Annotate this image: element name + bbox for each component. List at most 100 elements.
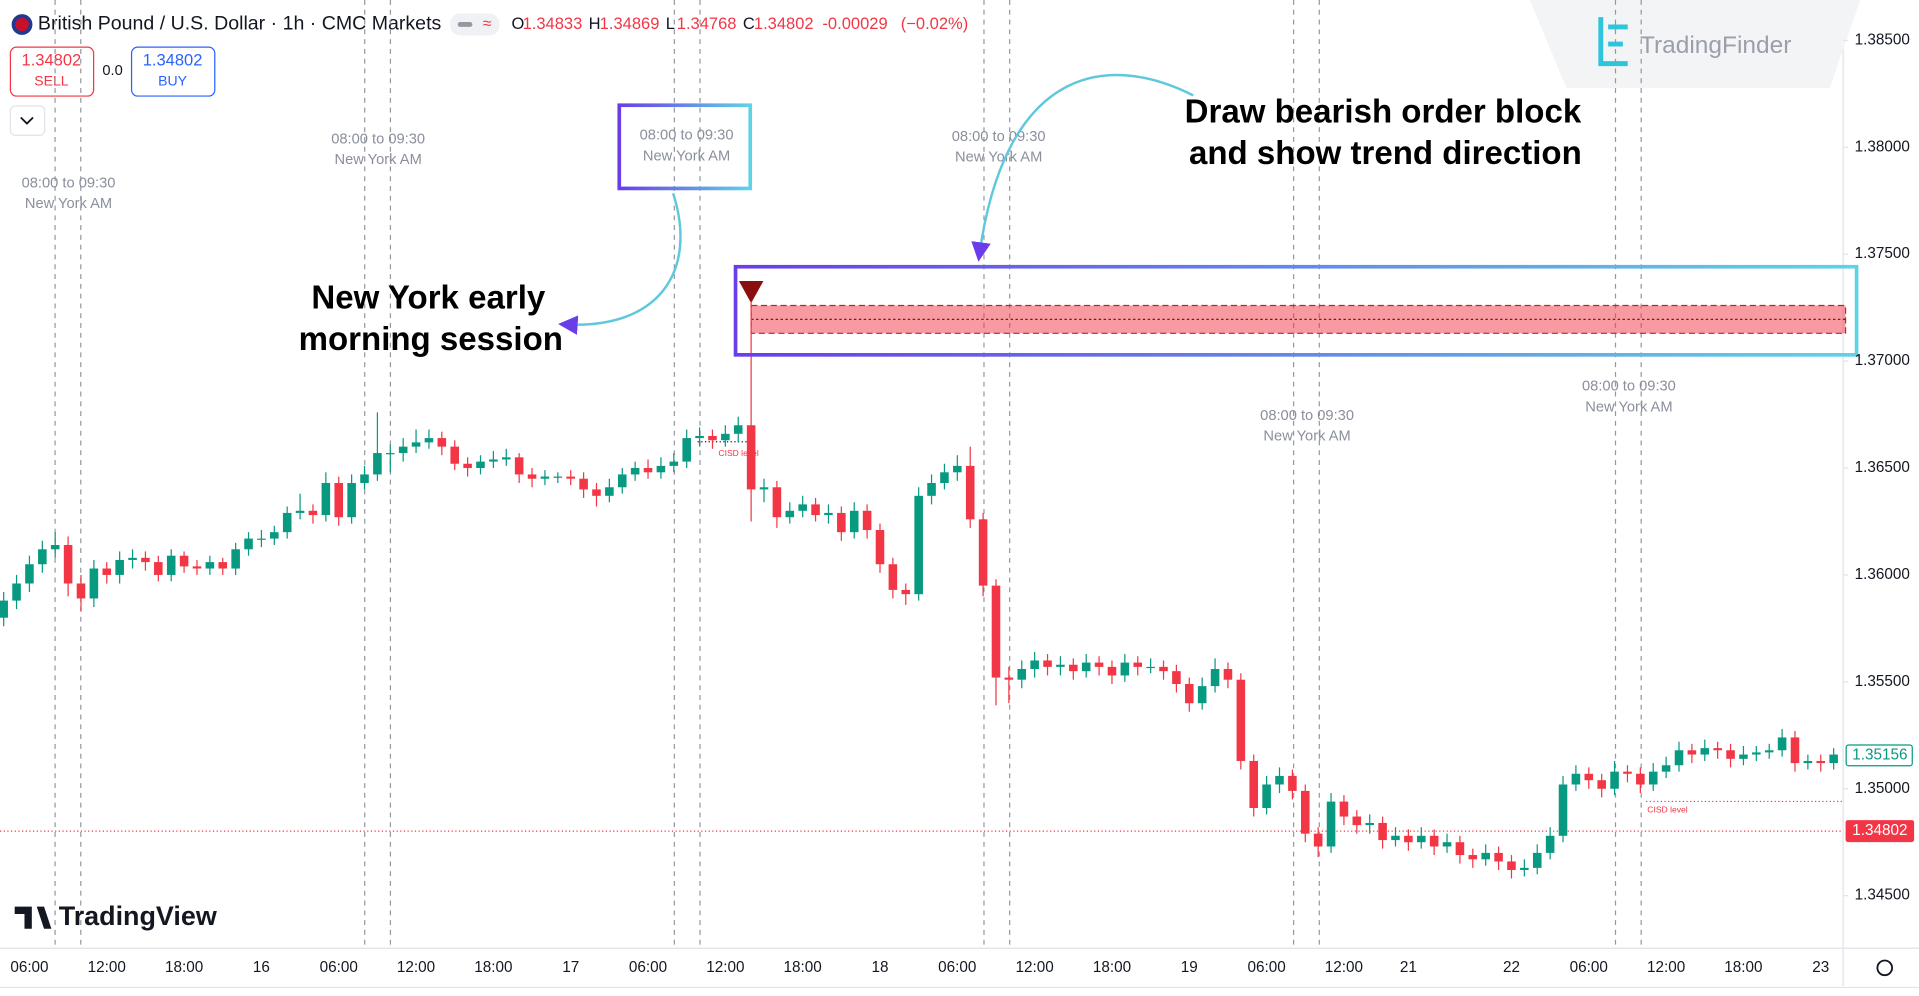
current-price-tag [1845,820,1915,843]
candle-body [1275,775,1284,785]
candle-body [0,600,8,618]
candle-body [128,557,137,560]
session-name: New York AM [1585,399,1672,415]
candle-body [1236,679,1246,761]
candle-body [759,487,769,490]
candle-body [437,438,447,447]
candle-body [141,557,150,563]
candle-body [1661,765,1671,772]
candle-body [1416,835,1426,843]
candle-body [1532,852,1542,868]
candle-body [76,583,86,599]
session-highlight [617,103,753,191]
session-time: 08:00 to 09:30 [640,128,734,144]
header-toggles[interactable] [450,13,500,36]
x-tick-label: 17 [562,959,579,976]
watermark-logo [14,906,52,929]
candle-body [231,549,240,569]
candle-body [463,463,472,469]
candle-body [1094,662,1104,667]
y-tick-label: 1.37000 [1855,352,1910,369]
candle-body [1300,790,1310,834]
candle-body [1249,760,1259,808]
x-tick-label: 12:00 [1325,959,1363,976]
candle-body [901,589,911,595]
x-tick-label: 06:00 [10,959,48,976]
candle-body [1764,750,1774,753]
candle-body [1726,750,1735,759]
buy-button[interactable] [130,46,216,97]
candle-body [1571,773,1581,785]
candle-body [1043,660,1052,667]
ohlc-letter: C [743,14,755,33]
candle-body [566,476,575,479]
candle-body [682,438,691,462]
y-tick-label: 1.35500 [1855,673,1910,690]
x-tick-label: 12:00 [88,959,126,976]
watermark: TradingView [59,901,217,931]
candle-body [1081,662,1091,672]
candle-body [1326,801,1336,847]
candle-body [1520,867,1529,871]
candle-body [38,549,47,565]
toggle-icon: ≈ [483,16,492,33]
candle-body [1545,835,1555,853]
cisd-label: CISD level [718,448,758,458]
candle-body [579,478,588,490]
brand-badge [1529,0,1861,89]
y-tick-label: 1.35000 [1855,780,1910,797]
candle-body [940,472,949,483]
candle-body [862,510,872,531]
candle-body [218,562,228,569]
brand-name: TradingFinder [1640,32,1791,59]
candle-body [772,487,782,518]
candle-body [1803,760,1813,764]
candle-body [849,510,859,533]
x-tick-label: 22 [1503,959,1520,976]
ohlc-letter: H [589,14,601,33]
x-tick-label: 18:00 [165,959,203,976]
candle-body [63,544,73,584]
arrow [971,73,1194,262]
candle-body [1404,835,1413,843]
session-time: 08:00 to 09:30 [1582,379,1676,395]
x-tick-label: 06:00 [320,959,358,976]
candle-body [1262,784,1271,808]
x-tick-label: 06:00 [1247,959,1285,976]
candle-body [630,468,640,475]
x-tick-label: 21 [1400,959,1417,976]
y-tick-label: 1.37500 [1855,245,1910,262]
session-name: New York AM [955,150,1042,166]
x-tick-label: 12:00 [397,959,435,976]
settings-icon[interactable] [1876,959,1893,977]
candle-body [179,555,189,567]
candle-body [914,495,923,595]
session-time: 08:00 to 09:30 [952,129,1046,145]
x-tick-label: 23 [1812,959,1829,976]
candle-body [1378,822,1387,841]
candle-body [1172,671,1181,684]
candle-body [489,459,498,462]
ohlc-value: 1.34768 [677,14,737,33]
candle-body [360,474,369,483]
candle-body [1352,816,1362,826]
candle-body [1107,666,1117,676]
candle-body [1610,771,1619,789]
candle-body [1069,664,1078,672]
candle-body [824,512,833,516]
symbol-title[interactable]: British Pound / U.S. Dollar · 1h · CMC M… [38,13,442,35]
candle-body [1700,748,1710,755]
candle-body [1584,773,1594,781]
candle-body [1687,750,1697,755]
candle-body [12,583,21,601]
collapse-button[interactable] [9,105,46,136]
sell-button[interactable] [9,46,95,97]
annotation: and show trend direction [1189,135,1582,172]
candle-body [1739,754,1748,759]
candle-body [1313,833,1323,847]
ohlc-value: 1.34802 [754,14,814,33]
candle-body [501,457,511,460]
candle-body [643,468,653,473]
